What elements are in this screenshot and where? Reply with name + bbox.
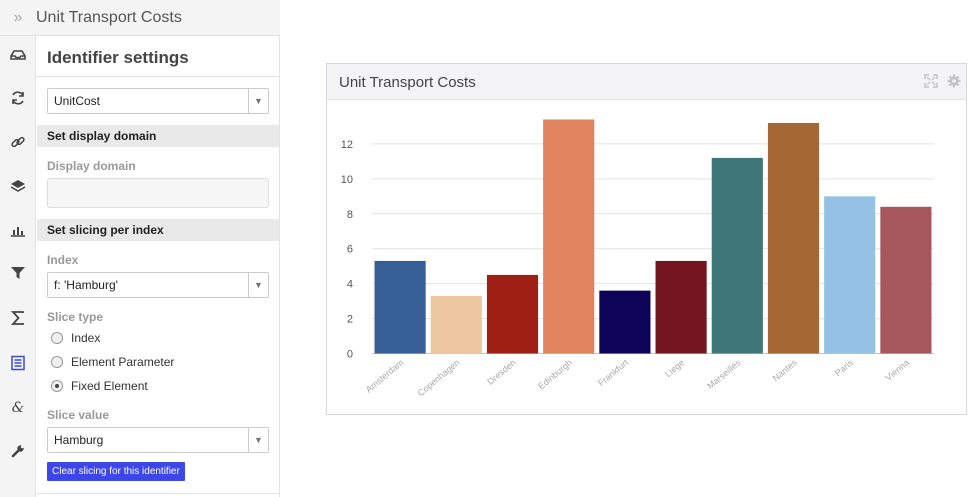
slice-type-fixed-element-radio[interactable]: Fixed Element bbox=[51, 378, 148, 394]
radio-label: Element Parameter bbox=[71, 355, 175, 369]
x-tick-label: Nantes bbox=[771, 357, 800, 383]
bar bbox=[655, 260, 707, 354]
sidebar-icon-bar: & bbox=[0, 36, 36, 497]
index-select-value: f: 'Hamburg' bbox=[54, 278, 118, 292]
bar bbox=[374, 260, 426, 354]
chevron-down-icon: ▼ bbox=[248, 428, 268, 452]
radio-dot-selected bbox=[51, 380, 63, 392]
chevron-down-icon: ▼ bbox=[248, 273, 268, 297]
inbox-icon[interactable] bbox=[0, 40, 36, 68]
svg-text:&: & bbox=[12, 400, 24, 415]
x-tick-label: Amsterdam bbox=[364, 357, 406, 394]
slice-type-label: Slice type bbox=[47, 310, 104, 324]
index-label: Index bbox=[47, 253, 79, 267]
slice-value-select-value: Hamburg bbox=[54, 433, 104, 447]
radio-label: Index bbox=[71, 331, 101, 345]
expand-icon[interactable] bbox=[924, 74, 938, 88]
slice-type-index-radio[interactable]: Index bbox=[51, 330, 100, 346]
identifier-select[interactable]: UnitCost ▼ bbox=[47, 88, 269, 114]
bar-chart-icon[interactable] bbox=[0, 216, 36, 244]
x-tick-label: Frankfurt bbox=[596, 357, 630, 388]
x-tick-label: Edinburgh bbox=[536, 357, 574, 391]
x-tick-label: Dresden bbox=[485, 357, 517, 387]
bar bbox=[543, 119, 595, 354]
bar bbox=[711, 157, 763, 354]
bar bbox=[486, 274, 539, 354]
settings-title: Identifier settings bbox=[47, 48, 189, 67]
y-tick-label: 4 bbox=[347, 279, 353, 291]
bar bbox=[767, 122, 820, 354]
index-select[interactable]: f: 'Hamburg' ▼ bbox=[47, 272, 269, 298]
bar bbox=[880, 206, 932, 354]
radio-label: Fixed Element bbox=[71, 379, 148, 393]
bar bbox=[824, 196, 876, 354]
bar bbox=[599, 290, 651, 354]
slice-type-element-parameter-radio[interactable]: Element Parameter bbox=[51, 354, 174, 370]
link-icon[interactable] bbox=[0, 128, 36, 156]
display-domain-section: Set display domain bbox=[37, 125, 279, 147]
ampersand-icon[interactable]: & bbox=[0, 393, 36, 421]
settings-content: Identifier settings UnitCost ▼ Set displ… bbox=[37, 36, 279, 497]
identifier-panel: » Unit Transport Costs & bbox=[0, 0, 280, 497]
x-tick-label: Copenhagen bbox=[416, 357, 462, 398]
display-domain-label: Display domain bbox=[47, 159, 136, 173]
bar bbox=[430, 295, 482, 354]
identifier-select-value: UnitCost bbox=[54, 94, 101, 108]
radio-dot bbox=[51, 332, 63, 344]
sigma-icon[interactable] bbox=[0, 304, 36, 332]
refresh-icon[interactable] bbox=[0, 84, 36, 112]
chart-widget: Unit Transport Costs 0 2 4 6 8 10 12 Amsterdam C… bbox=[326, 63, 967, 415]
radio-dot bbox=[51, 356, 63, 368]
divider bbox=[37, 493, 279, 494]
panel-header: » Unit Transport Costs bbox=[0, 0, 280, 36]
x-tick-label: Liege bbox=[663, 357, 686, 379]
clear-slicing-button[interactable]: Clear slicing for this identifier bbox=[47, 462, 185, 481]
y-tick-label: 6 bbox=[347, 244, 353, 256]
slice-value-label: Slice value bbox=[47, 408, 110, 422]
bar-chart: 0 2 4 6 8 10 12 Amsterdam Copenhagen Dresden Edinb… bbox=[341, 119, 934, 398]
y-tick-label: 2 bbox=[347, 314, 353, 326]
y-tick-label: 10 bbox=[341, 174, 353, 186]
expand-panel-icon[interactable]: » bbox=[13, 8, 23, 26]
y-tick-label: 12 bbox=[341, 139, 353, 151]
x-tick-label: Marseilles bbox=[705, 357, 743, 391]
chevron-down-icon: ▼ bbox=[248, 89, 268, 113]
filter-icon[interactable] bbox=[0, 259, 36, 287]
y-tick-label: 8 bbox=[347, 209, 353, 221]
y-tick-label: 0 bbox=[347, 349, 353, 361]
wrench-icon[interactable] bbox=[0, 437, 36, 465]
document-icon[interactable] bbox=[0, 349, 36, 377]
divider bbox=[37, 76, 279, 77]
display-domain-input[interactable] bbox=[47, 178, 269, 208]
x-tick-label: Vienna bbox=[883, 357, 911, 383]
slice-value-select[interactable]: Hamburg ▼ bbox=[47, 427, 269, 453]
x-tick-label: Paris bbox=[833, 357, 856, 378]
slicing-section: Set slicing per index bbox=[37, 219, 279, 241]
panel-title: Unit Transport Costs bbox=[36, 8, 182, 26]
widget-title: Unit Transport Costs bbox=[339, 74, 476, 91]
layers-icon[interactable] bbox=[0, 172, 36, 200]
widget-header: Unit Transport Costs bbox=[327, 64, 966, 100]
gear-icon[interactable] bbox=[947, 74, 961, 88]
